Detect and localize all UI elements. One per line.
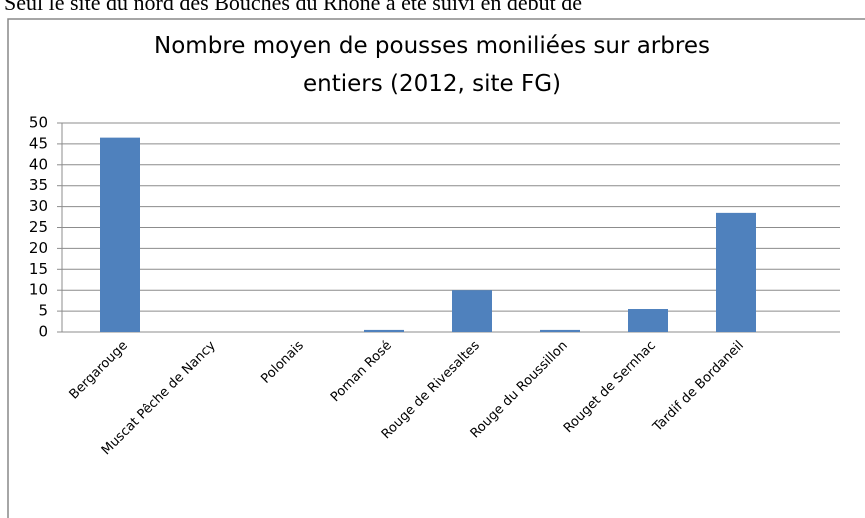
bar xyxy=(628,309,668,332)
bar xyxy=(100,137,140,332)
bar xyxy=(364,329,404,332)
bar xyxy=(452,290,492,332)
y-tick-label: 25 xyxy=(29,218,48,236)
y-tick-label: 0 xyxy=(38,323,48,341)
y-tick-label: 40 xyxy=(29,155,48,173)
bar xyxy=(716,212,756,332)
y-tick-label: 35 xyxy=(29,176,48,194)
y-tick-label: 50 xyxy=(29,114,48,132)
y-tick-label: 20 xyxy=(29,239,48,257)
y-tick-label: 15 xyxy=(29,260,48,278)
y-tick-label: 30 xyxy=(29,197,48,215)
chart-title: Nombre moyen de pousses moniliées sur ar… xyxy=(154,33,710,97)
y-tick-label: 10 xyxy=(29,281,48,299)
header-text: Seul le site du nord des Bouches du Rhôn… xyxy=(4,0,582,15)
bar xyxy=(540,329,580,332)
y-tick-label: 45 xyxy=(29,134,48,152)
y-tick-label: 5 xyxy=(38,302,48,320)
